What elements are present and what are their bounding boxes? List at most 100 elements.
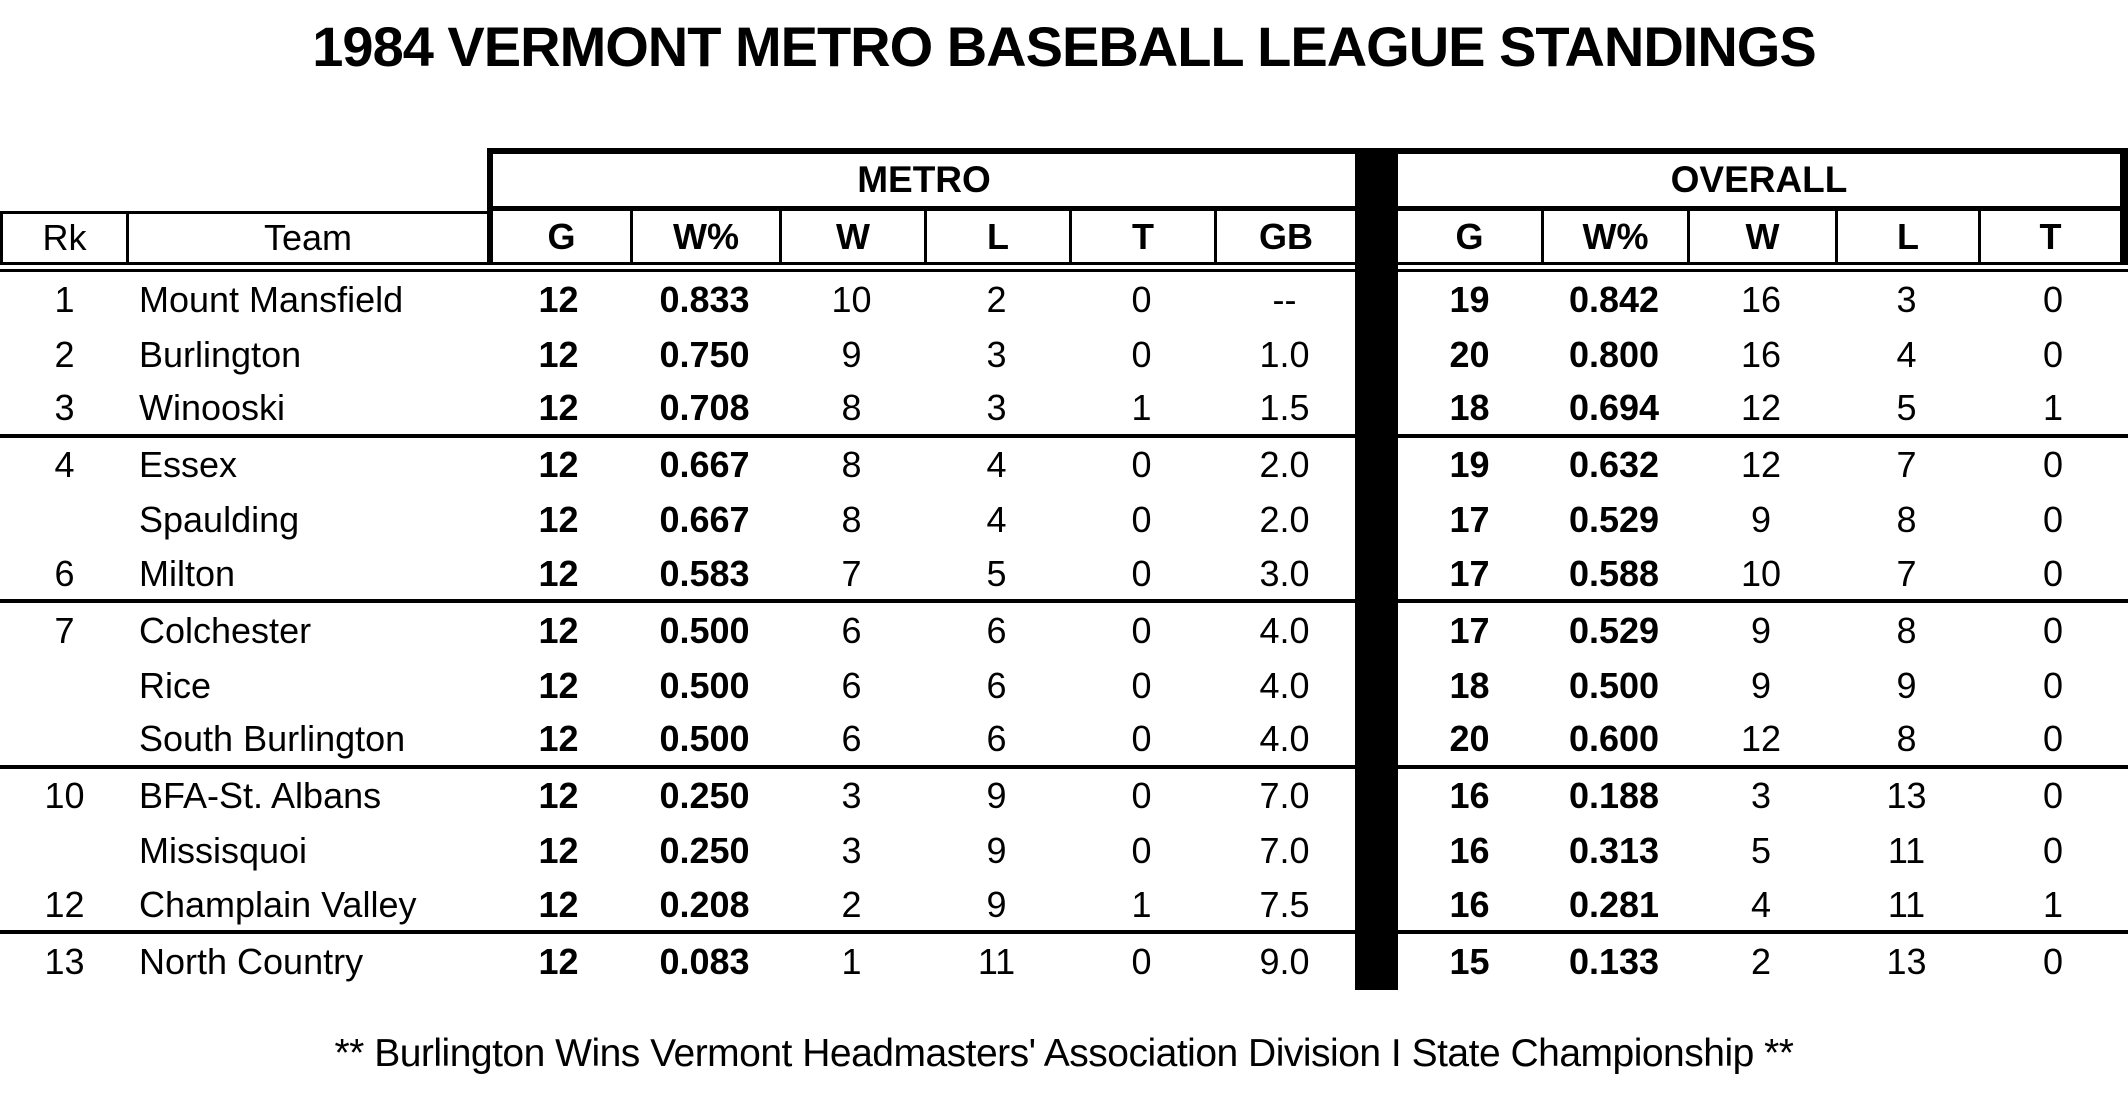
metro-wpct-cell: 0.833: [659, 278, 750, 320]
overall-t-cell: 0: [2042, 609, 2064, 651]
team-cell: Colchester: [139, 609, 312, 651]
rank-cell: 1: [54, 278, 75, 320]
overall-wpct-cell: 0.842: [1568, 278, 1660, 320]
metro-wpct-cell: 0.667: [659, 499, 750, 541]
rank-cell: 10: [44, 775, 85, 817]
metro-l-cell: 6: [986, 609, 1007, 651]
metro-l-cell: 3: [986, 386, 1007, 428]
metro-gb-cell: 1.5: [1259, 386, 1310, 428]
metro-w-cell: 6: [841, 664, 862, 706]
overall-wpct-cell: 0.600: [1568, 718, 1660, 760]
overall-w-cell: 10: [1740, 552, 1782, 594]
metro-wpct-cell: 0.708: [659, 386, 750, 428]
metro-g-cell: 12: [538, 333, 579, 375]
standings-row: Rice 12 0.500 6 6 0 4.0 18 0.500 9 9 0: [0, 658, 2128, 713]
metro-w-cell: 8: [841, 499, 862, 541]
overall-w-cell: 12: [1740, 386, 1782, 428]
metro-w-cell: 9: [841, 333, 862, 375]
col-header-overall-l: L: [1835, 211, 1978, 262]
group-header-row: METRO OVERALL: [0, 148, 2128, 211]
metro-group-header: METRO: [487, 148, 1355, 211]
metro-t-cell: 0: [1131, 609, 1152, 651]
metro-w-cell: 3: [841, 830, 862, 872]
overall-l-cell: 7: [1896, 444, 1917, 486]
metro-w-cell: 1: [841, 940, 862, 982]
metro-gb-cell: 4.0: [1259, 718, 1310, 760]
metro-wpct-cell: 0.500: [659, 718, 750, 760]
team-cell: Spaulding: [139, 499, 300, 541]
overall-wpct-cell: 0.281: [1568, 883, 1660, 925]
team-cell: Rice: [139, 664, 212, 706]
metro-l-cell: 6: [986, 664, 1007, 706]
metro-g-cell: 12: [538, 775, 579, 817]
metro-gb-cell: 7.5: [1259, 883, 1310, 925]
overall-w-cell: 16: [1740, 278, 1782, 320]
overall-wpct-cell: 0.500: [1568, 664, 1660, 706]
rank-cell: 13: [44, 940, 85, 982]
metro-gb-cell: 1.0: [1259, 333, 1310, 375]
overall-l-cell: 9: [1896, 664, 1917, 706]
column-header-row: Rk Team G W% W L T GB G W% W L T: [0, 211, 2128, 262]
metro-wpct-cell: 0.083: [659, 940, 750, 982]
metro-w-cell: 8: [841, 444, 862, 486]
standings-row: 12 Champlain Valley 12 0.208 2 9 1 7.5 1…: [0, 879, 2128, 935]
overall-l-cell: 8: [1896, 499, 1917, 541]
overall-wpct-cell: 0.632: [1568, 444, 1660, 486]
overall-g-cell: 20: [1449, 333, 1490, 375]
metro-g-cell: 12: [538, 386, 579, 428]
overall-t-cell: 0: [2042, 718, 2064, 760]
metro-l-cell: 2: [986, 278, 1007, 320]
col-header-overall-wpct: W%: [1541, 211, 1687, 262]
col-header-metro-l: L: [924, 211, 1069, 262]
overall-l-cell: 5: [1896, 386, 1917, 428]
overall-w-cell: 9: [1750, 609, 1772, 651]
team-cell: Milton: [139, 552, 236, 594]
metro-g-cell: 12: [538, 718, 579, 760]
metro-t-cell: 0: [1131, 830, 1152, 872]
metro-l-cell: 9: [986, 883, 1007, 925]
metro-g-cell: 12: [538, 552, 579, 594]
overall-g-cell: 18: [1449, 664, 1490, 706]
metro-gb-cell: 4.0: [1259, 609, 1310, 651]
metro-t-cell: 1: [1131, 386, 1152, 428]
metro-wpct-cell: 0.500: [659, 664, 750, 706]
metro-gb-cell: 2.0: [1259, 499, 1310, 541]
metro-t-cell: 0: [1131, 775, 1152, 817]
metro-w-cell: 7: [841, 552, 862, 594]
overall-wpct-cell: 0.188: [1568, 775, 1660, 817]
metro-wpct-cell: 0.208: [659, 883, 750, 925]
metro-t-cell: 0: [1131, 333, 1152, 375]
metro-wpct-cell: 0.583: [659, 552, 750, 594]
overall-w-cell: 9: [1750, 664, 1772, 706]
metro-gb-cell: 7.0: [1259, 775, 1310, 817]
page-title: 1984 VERMONT METRO BASEBALL LEAGUE STAND…: [312, 15, 1816, 78]
team-cell: Missisquoi: [139, 830, 308, 872]
metro-gb-cell: 3.0: [1259, 552, 1310, 594]
overall-wpct-cell: 0.800: [1568, 333, 1660, 375]
metro-gb-cell: 2.0: [1259, 444, 1310, 486]
overall-g-cell: 15: [1449, 940, 1490, 982]
standings-table: METRO OVERALL Rk Team G W% W L T GB G W%…: [0, 148, 2128, 989]
overall-t-cell: 1: [2042, 883, 2064, 925]
col-header-metro-t: T: [1069, 211, 1214, 262]
team-cell: Burlington: [139, 333, 302, 375]
rank-cell: 4: [54, 444, 75, 486]
metro-wpct-cell: 0.750: [659, 333, 750, 375]
overall-t-cell: 0: [2042, 830, 2064, 872]
metro-g-cell: 12: [538, 609, 579, 651]
overall-wpct-cell: 0.313: [1568, 830, 1660, 872]
standings-row: 2 Burlington 12 0.750 9 3 0 1.0 20 0.800…: [0, 327, 2128, 382]
standings-row: 10 BFA-St. Albans 12 0.250 3 9 0 7.0 16 …: [0, 769, 2128, 824]
overall-w-cell: 16: [1740, 333, 1782, 375]
overall-t-cell: 0: [2042, 444, 2064, 486]
col-header-overall-t: T: [1978, 211, 2128, 262]
col-header-metro-gb: GB: [1214, 211, 1355, 262]
metro-g-cell: 12: [538, 278, 579, 320]
col-header-team: Team: [129, 211, 487, 262]
overall-l-cell: 3: [1896, 278, 1917, 320]
metro-l-cell: 5: [986, 552, 1007, 594]
overall-group-header: OVERALL: [1398, 148, 2128, 211]
rank-cell: 6: [54, 552, 75, 594]
overall-l-cell: 13: [1886, 940, 1927, 982]
metro-w-cell: 3: [841, 775, 862, 817]
